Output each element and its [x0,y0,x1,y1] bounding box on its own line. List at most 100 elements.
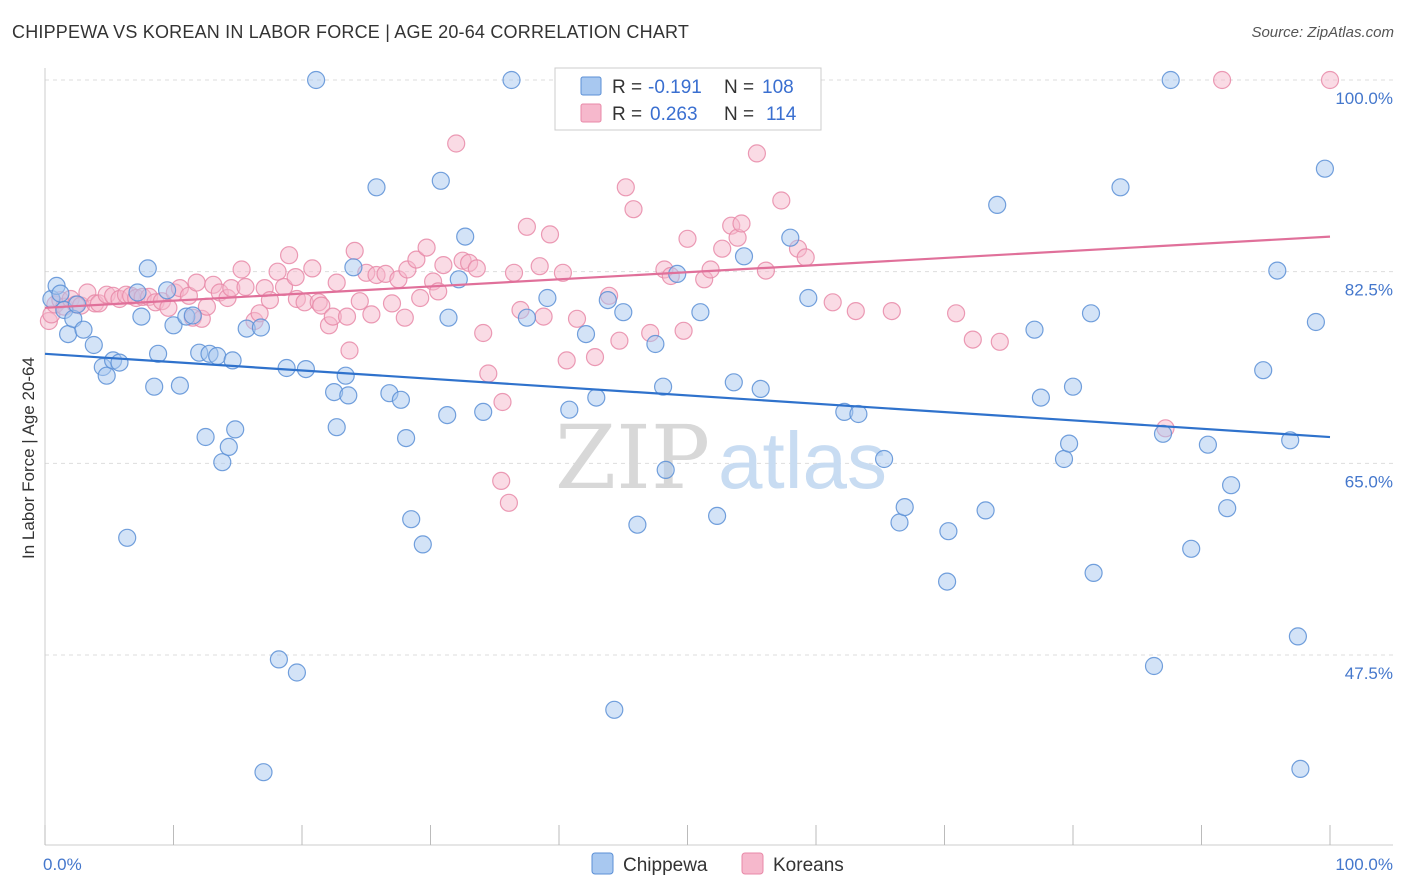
point-chippewa-47 [391,390,410,409]
y-tick-label-1: 65.0% [1345,472,1393,491]
point-koreans-83 [540,225,560,244]
point-chippewa-93 [1084,563,1103,583]
point-chippewa-4 [58,325,78,344]
point-chippewa-15 [132,307,151,326]
point-koreans-109 [823,293,842,312]
point-chippewa-82 [895,498,914,517]
point-chippewa-107 [1315,159,1335,178]
series-legend: Chippewa Koreans [591,852,844,876]
point-chippewa-37 [287,663,306,682]
point-koreans-84 [553,263,573,282]
point-chippewa-17 [145,377,164,396]
point-chippewa-63 [598,291,617,310]
bottom-legend-label-chippewa: Chippewa [623,855,708,876]
point-koreans-78 [504,263,524,282]
bottom-legend-label-koreans: Koreans [773,855,844,876]
point-koreans-33 [232,260,251,279]
point-chippewa-58 [517,308,537,327]
point-koreans-77 [499,493,518,512]
point-koreans-76 [493,392,512,412]
point-koreans-61 [395,308,414,327]
point-koreans-114 [990,332,1009,351]
legend-n-label-koreans: N = [724,104,754,125]
point-koreans-100 [713,239,732,258]
point-koreans-54 [350,292,369,311]
point-chippewa-52 [438,406,457,425]
point-koreans-68 [434,256,453,275]
point-chippewa-66 [628,515,647,534]
point-chippewa-89 [1054,449,1074,469]
legend-r-value-chippewa: -0.191 [648,77,702,98]
point-chippewa-71 [691,303,710,322]
point-chippewa-73 [724,373,743,392]
point-chippewa-105 [1288,627,1308,646]
point-koreans-50 [327,273,346,292]
point-chippewa-49 [402,510,421,529]
point-chippewa-61 [576,325,596,344]
point-chippewa-72 [707,506,727,526]
point-chippewa-108 [1306,312,1326,332]
point-chippewa-83 [937,572,957,591]
point-koreans-81 [530,257,549,276]
point-chippewa-64 [605,700,624,719]
legend-r-value-koreans: 0.263 [650,104,698,125]
point-chippewa-95 [1144,656,1164,676]
point-koreans-113 [963,330,982,349]
point-chippewa-35 [269,650,288,669]
point-chippewa-85 [976,501,995,520]
point-chippewa-100 [1218,499,1237,518]
y-tick-labels: 47.5% 65.0% 82.5% 100.0% [1335,89,1393,683]
watermark: ZIP atlas [555,406,887,509]
point-chippewa-33 [251,318,270,337]
point-chippewa-51 [431,171,450,190]
point-koreans-91 [616,178,635,197]
point-chippewa-96 [1153,424,1173,443]
legend-swatch-koreans [580,103,602,123]
point-chippewa-62 [587,388,606,407]
point-chippewa-34 [254,763,273,782]
point-koreans-65 [417,238,436,257]
point-chippewa-90 [1059,434,1079,453]
point-chippewa-67 [646,334,665,354]
point-chippewa-23 [183,306,202,325]
axes [44,68,1393,846]
point-chippewa-80 [874,449,894,469]
point-koreans-106 [772,191,791,210]
point-koreans-88 [585,348,605,367]
point-chippewa-102 [1254,361,1273,380]
point-chippewa-48 [397,429,416,448]
point-chippewa-41 [327,418,346,437]
legend-r-label-chippewa: R = [612,77,642,98]
point-chippewa-88 [1031,388,1051,407]
chart-source: Source: ZipAtlas.com [1251,24,1394,41]
bottom-legend-swatch-chippewa [591,852,614,875]
point-koreans-56 [362,305,381,324]
y-tick-label-2: 82.5% [1345,281,1393,300]
point-koreans-82 [534,307,553,326]
point-chippewa-42 [336,366,355,385]
point-koreans-39 [268,262,287,281]
y-axis-label: In Labor Force | Age 20-64 [19,357,38,559]
point-koreans-45 [303,259,322,278]
point-koreans-90 [610,331,629,350]
point-chippewa-38 [296,360,315,379]
trend-line-koreans [44,235,1331,309]
point-chippewa-60 [560,400,579,419]
point-chippewa-57 [502,70,521,90]
legend-r-label-koreans: R = [612,104,642,125]
point-koreans-63 [407,250,426,269]
series-chippewa-points [42,70,1335,782]
point-koreans-104 [747,144,767,163]
point-koreans-47 [312,296,331,315]
point-chippewa-39 [307,70,326,90]
point-chippewa-14 [128,283,147,302]
point-chippewa-101 [1221,476,1241,495]
point-koreans-51 [337,307,357,326]
point-koreans-96 [674,321,693,340]
point-chippewa-44 [344,258,363,277]
point-chippewa-74 [734,247,754,266]
point-koreans-105 [756,261,776,280]
point-chippewa-77 [799,288,818,308]
series-koreans-points [39,70,1340,512]
